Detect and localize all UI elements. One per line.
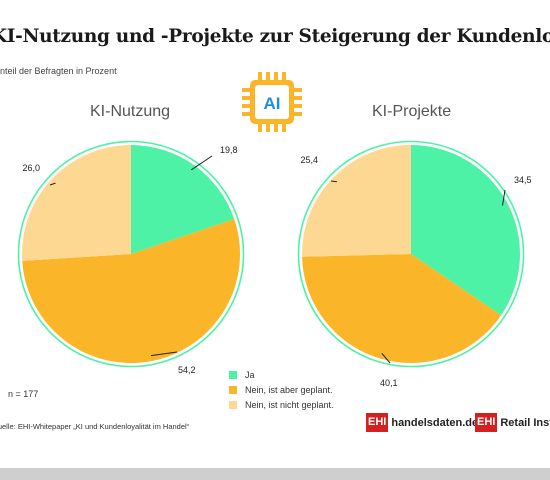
subtitle: Anteil der Befragten in Prozent: [0, 66, 117, 76]
leader-line-ki-projekte-2: [330, 180, 337, 183]
pie-slice-ki-projekte-2: [302, 145, 411, 257]
legend-label-geplant: Nein, ist aber geplant.: [245, 385, 333, 395]
pie-slice-ki-projekte-0: [411, 145, 520, 316]
data-label-ki-projekte-1: 40,1: [380, 378, 398, 388]
legend-swatch-nicht-geplant: [229, 401, 237, 409]
ehi-logo: EHI: [366, 413, 389, 432]
legend-item-geplant: Nein, ist aber geplant.: [229, 383, 334, 397]
leader-line-ki-nutzung-0: [191, 155, 213, 171]
data-label-ki-projekte-0: 34,5: [514, 175, 532, 185]
ai-chip-icon: AI: [240, 70, 304, 134]
pie-slice-ki-nutzung-2: [21, 145, 131, 261]
ai-chip-label: AI: [264, 94, 281, 113]
leader-line-ki-projekte-0: [502, 189, 506, 206]
brand-handelsdaten: EHI handelsdaten.de: [366, 413, 478, 432]
legend-item-ja: Ja: [229, 368, 334, 382]
pie-slice-ki-nutzung-1: [22, 219, 240, 363]
legend: Ja Nein, ist aber geplant. Nein, ist nic…: [229, 368, 334, 413]
leader-line-ki-projekte-1: [381, 353, 391, 364]
leader-line-ki-nutzung-2: [49, 182, 56, 186]
leader-line-ki-nutzung-1: [150, 351, 178, 357]
brand-text-handelsdaten: handelsdaten.de: [391, 416, 479, 429]
brand-text-retail-institute: Retail Institute: [500, 416, 550, 429]
brand-retail-institute: EHI Retail Institute: [475, 413, 550, 432]
data-label-ki-projekte-2: 25,4: [300, 155, 318, 165]
chart-title-ki-nutzung: KI-Nutzung: [90, 103, 171, 120]
page-title: KI-Nutzung und -Projekte zur Steigerung …: [0, 26, 550, 47]
sample-size: n = 177: [8, 389, 39, 399]
legend-swatch-geplant: [229, 386, 237, 394]
data-label-ki-nutzung-1: 54,2: [178, 365, 196, 375]
data-label-ki-nutzung-0: 19,8: [220, 145, 238, 155]
legend-item-nicht-geplant: Nein, ist nicht geplant.: [229, 398, 334, 412]
pie-slice-ki-projekte-1: [302, 254, 502, 363]
bottom-bar: [0, 468, 550, 480]
legend-label-nicht-geplant: Nein, ist nicht geplant.: [245, 400, 334, 410]
legend-label-ja: Ja: [245, 370, 255, 380]
ehi-logo: EHI: [475, 413, 498, 432]
chart-title-ki-projekte: KI-Projekte: [372, 103, 452, 120]
pie-slice-ki-nutzung-0: [131, 145, 235, 254]
pie-ring-ki-projekte: [297, 140, 525, 368]
data-label-ki-nutzung-2: 26,0: [22, 163, 40, 173]
pie-ring-ki-nutzung: [17, 140, 245, 368]
source-note: Quelle: EHI-Whitepaper „KI und Kundenloy…: [0, 422, 190, 431]
legend-swatch-ja: [229, 371, 237, 379]
